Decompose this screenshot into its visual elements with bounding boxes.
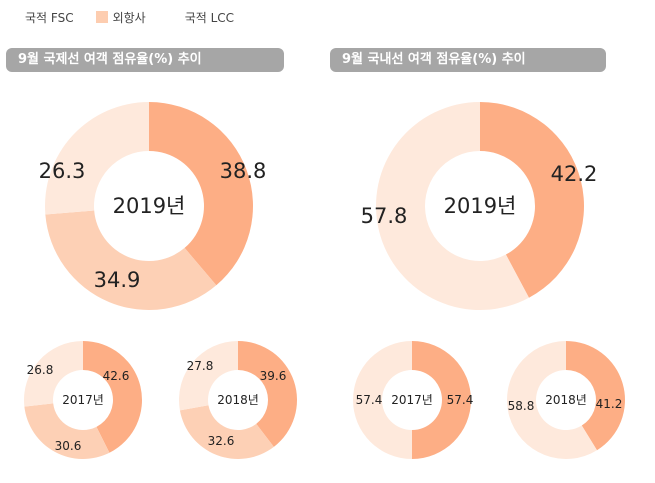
donut-slice	[376, 102, 529, 310]
donut-value-label: 57.4	[356, 393, 383, 407]
donut-value-label: 32.6	[208, 434, 235, 448]
donut-slice	[238, 341, 297, 447]
donut-chart-4: 2017년 57.4 57.4	[352, 341, 474, 459]
donut-slice	[352, 341, 412, 459]
donut-center-label: 2018년	[217, 393, 259, 407]
donut-slice	[24, 403, 110, 460]
panel-title-domestic: 9월 국내선 여객 점유율(%) 추이	[330, 48, 606, 72]
donut-value-label: 39.6	[260, 369, 287, 383]
legend-swatch-lcc	[167, 11, 180, 23]
donut-value-label: 42.6	[103, 369, 130, 383]
donut-chart-1: 2017년 42.6 30.6 26.8	[23, 341, 142, 460]
donut-chart-3: 2019년 42.2 57.8	[361, 102, 598, 310]
donut-slice	[23, 341, 83, 407]
panel-title-international: 9월 국제선 여객 점유율(%) 추이	[6, 48, 284, 72]
donut-center-label: 2017년	[62, 393, 104, 407]
donut-slice	[506, 341, 597, 459]
legend-label-lcc: 국적 LCC	[184, 10, 235, 25]
donut-value-label: 57.8	[361, 204, 408, 228]
donut-value-label: 42.2	[551, 162, 598, 186]
legend-swatch-fsc	[8, 11, 20, 23]
donut-center-label: 2019년	[444, 194, 517, 218]
donut-slice	[480, 102, 585, 298]
donut-center-label: 2019년	[113, 194, 186, 218]
legend-item-lcc: 국적 LCC	[167, 9, 235, 26]
legend-item-foreign: 외항사	[95, 9, 146, 26]
donut-slice	[566, 341, 625, 451]
donut-center-label: 2017년	[391, 393, 433, 407]
donut-slice	[83, 341, 142, 453]
donut-chart-5: 2018년 41.2 58.8	[506, 341, 625, 459]
donut-value-label: 26.8	[27, 363, 54, 377]
donut-value-label: 27.8	[187, 359, 214, 373]
donut-value-label: 34.9	[94, 268, 141, 292]
donut-slice	[149, 102, 253, 286]
donut-value-label: 38.8	[220, 159, 267, 183]
donut-value-label: 57.4	[447, 393, 474, 407]
donut-slice	[179, 341, 238, 411]
donut-value-label: 58.8	[508, 399, 535, 413]
donut-slice	[412, 341, 472, 459]
donut-value-label: 30.6	[55, 439, 82, 453]
donut-value-label: 41.2	[596, 397, 623, 411]
donut-slice	[179, 405, 274, 459]
legend-item-fsc: 국적 FSC	[8, 9, 74, 26]
donut-center-label: 2018년	[545, 393, 587, 407]
legend: 국적 FSC 외항사 국적 LCC	[8, 8, 256, 26]
legend-label-foreign: 외항사	[112, 10, 146, 25]
donut-slice	[45, 210, 217, 310]
legend-swatch-foreign	[95, 11, 108, 23]
donut-chart-0: 2019년 38.8 34.9 26.3	[39, 102, 267, 310]
legend-label-fsc: 국적 FSC	[25, 10, 74, 25]
donut-slice	[45, 102, 149, 215]
donut-value-label: 26.3	[39, 159, 86, 183]
